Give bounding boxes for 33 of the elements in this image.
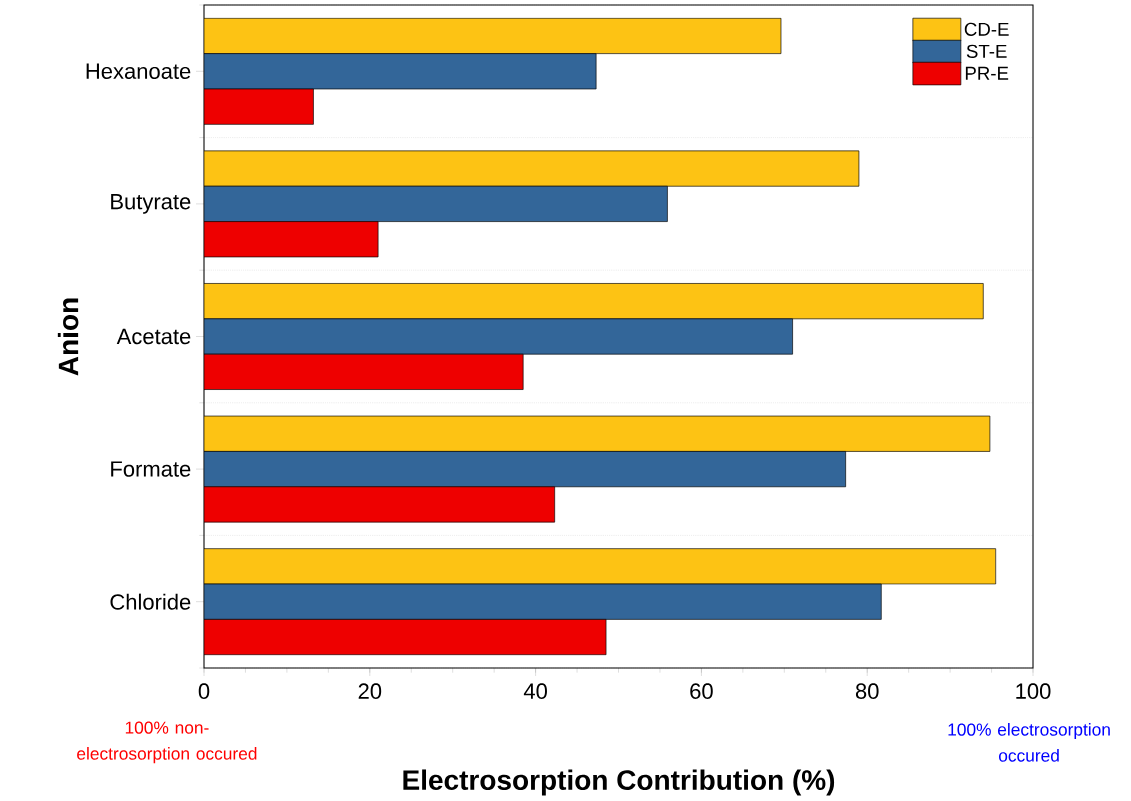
legend-label: ST-E xyxy=(966,44,1007,58)
bar xyxy=(204,318,793,355)
bar xyxy=(204,53,597,90)
x-tick-label: 20 xyxy=(358,683,382,699)
x-axis-title: Electrosorption Contribution (%) xyxy=(403,769,835,796)
y-tick-label: Hexanoate xyxy=(86,63,191,79)
y-tick-label: Formate xyxy=(111,461,191,477)
legend-label: PR-E xyxy=(965,66,1009,80)
bar xyxy=(204,283,984,320)
y-axis-title: Anion xyxy=(57,298,79,376)
bar xyxy=(204,451,846,488)
x-tick-label: 40 xyxy=(523,683,547,699)
bar xyxy=(204,185,668,222)
y-tick-label: Butyrate xyxy=(111,194,191,214)
bar xyxy=(204,17,782,54)
y-tick-label: Chloride xyxy=(110,593,191,610)
x-tick-label: 100 xyxy=(1016,683,1051,699)
text: 100% electrosorption occured xyxy=(948,722,1110,762)
x-tick-label: 80 xyxy=(855,683,879,699)
bar xyxy=(204,619,607,656)
x-tick-label: 60 xyxy=(690,683,713,699)
bar xyxy=(204,88,314,125)
x-tick-label: 0 xyxy=(198,683,210,699)
bar xyxy=(204,415,991,452)
legend-label: CD-E xyxy=(964,22,1009,36)
text: 100% non-electrosorption occured xyxy=(77,721,257,764)
bar xyxy=(204,221,379,258)
bar xyxy=(204,548,997,585)
bar xyxy=(204,353,524,390)
bar xyxy=(204,486,556,523)
bar xyxy=(204,150,860,187)
y-tick-label: Acetate xyxy=(116,328,191,345)
bar xyxy=(204,583,882,620)
